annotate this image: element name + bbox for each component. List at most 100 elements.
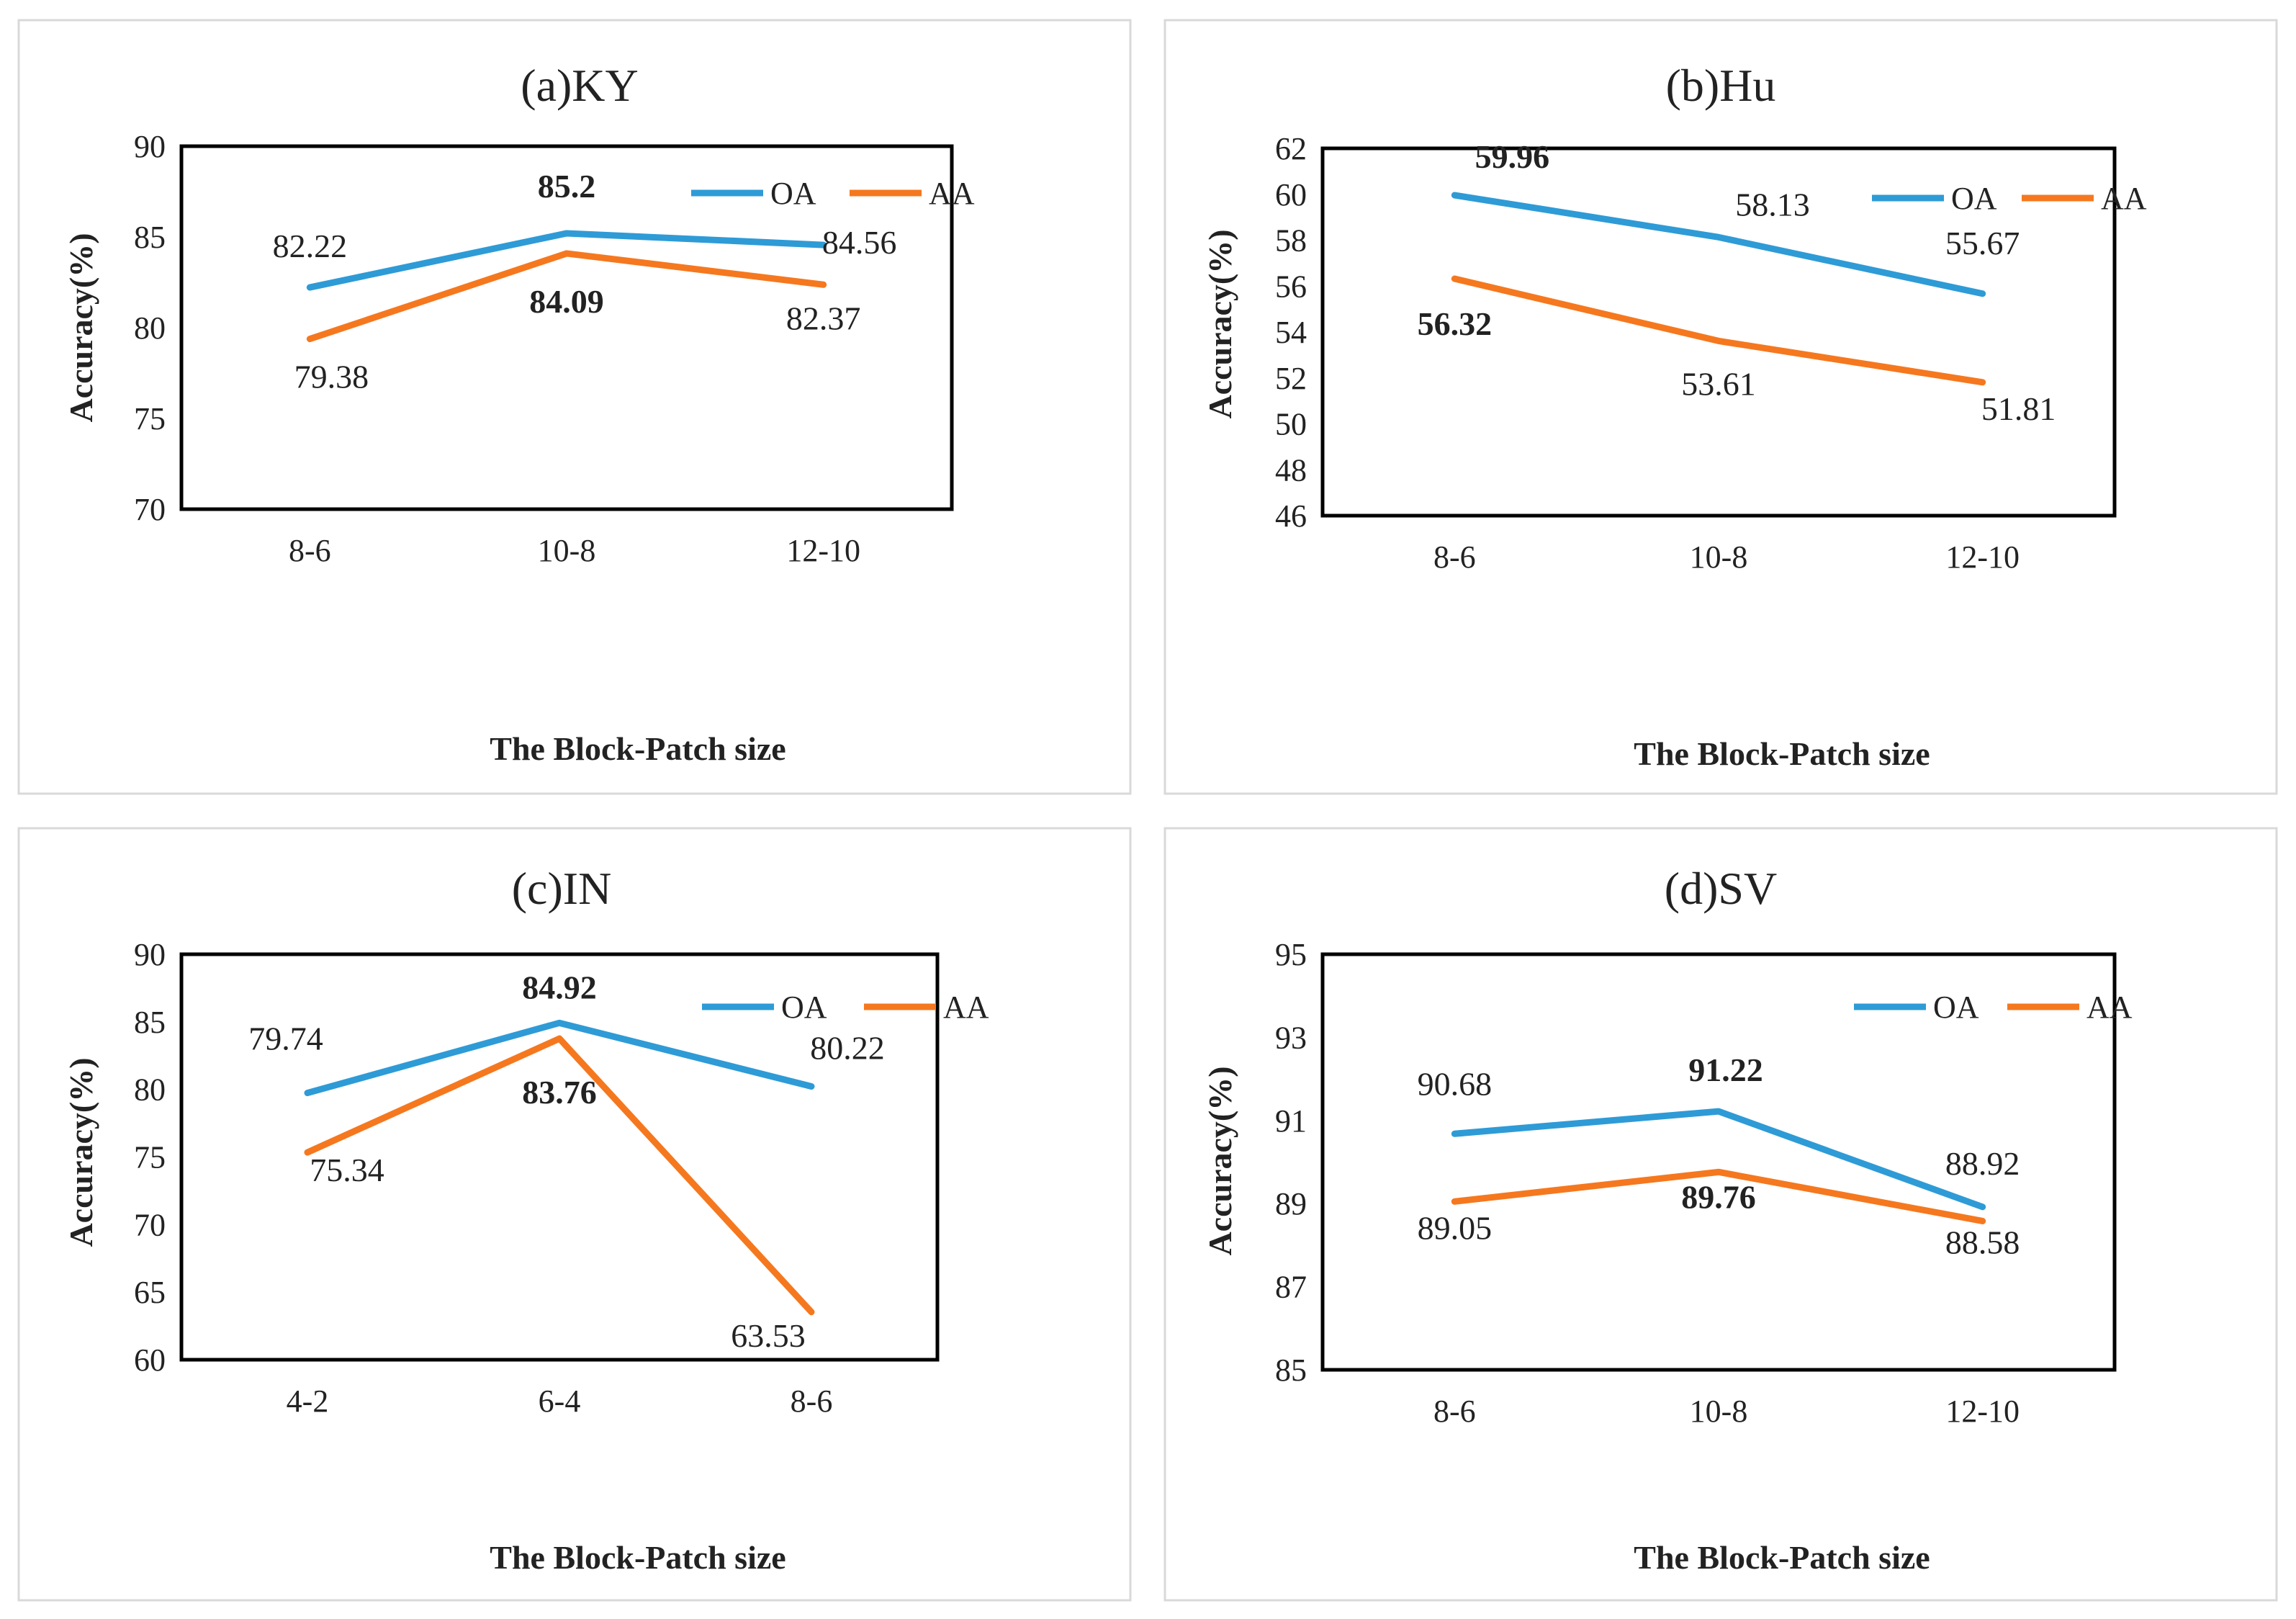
y-tick-label: 75 xyxy=(134,1140,166,1175)
series-layer: 79.74 84.92 80.22 75.34 83.76 63.53 xyxy=(248,969,885,1353)
plot-area xyxy=(1320,146,2117,518)
y-tick-label: 80 xyxy=(134,1072,166,1108)
plot-area xyxy=(179,144,954,511)
y-tick-label: 60 xyxy=(1275,177,1307,212)
y-tick-label: 50 xyxy=(1275,407,1307,442)
legend-label-aa: AA xyxy=(929,176,975,211)
series-line-aa xyxy=(306,250,827,343)
chart-title: (d)SV xyxy=(1665,863,1777,914)
legend-label-oa: OA xyxy=(1933,990,1979,1025)
x-tick-label: 12-10 xyxy=(1945,539,2020,575)
y-tick-label: 54 xyxy=(1275,315,1307,350)
x-axis-ticks: 4-2 6-4 8-6 xyxy=(287,1383,833,1419)
series-line-oa xyxy=(304,1019,815,1097)
y-axis-ticks: 60 65 70 75 80 85 90 xyxy=(134,937,166,1378)
y-tick-label: 56 xyxy=(1275,269,1307,304)
data-label-oa: 88.92 xyxy=(1945,1145,2020,1182)
series-line-oa xyxy=(1451,1108,1986,1211)
x-axis-title: The Block-Patch size xyxy=(490,730,785,767)
legend-label-oa: OA xyxy=(781,990,827,1025)
y-tick-label: 62 xyxy=(1275,131,1307,166)
legend: OA AA xyxy=(691,176,975,211)
legend-label-oa: OA xyxy=(1951,181,1997,216)
chart-title: (a)KY xyxy=(521,60,638,111)
x-axis-ticks: 8-6 10-8 12-10 xyxy=(1433,539,2020,575)
y-tick-label: 85 xyxy=(134,220,166,255)
y-tick-label: 75 xyxy=(134,401,166,436)
x-tick-label: 8-6 xyxy=(1433,1394,1476,1429)
legend: OA AA xyxy=(1872,181,2147,216)
y-axis-title: Accuracy(%) xyxy=(1202,1066,1238,1255)
data-label-aa: 51.81 xyxy=(1981,390,2056,427)
chart-title: (b)Hu xyxy=(1666,60,1776,111)
data-label-oa: 84.92 xyxy=(522,969,597,1005)
x-axis-ticks: 8-6 10-8 12-10 xyxy=(289,533,860,568)
data-label-oa: 84.56 xyxy=(822,224,897,261)
panel-border xyxy=(1163,827,2278,1602)
chart-panel-d: (d)SV The Block-Patch size Accuracy(%) 8… xyxy=(1163,827,2278,1602)
data-label-aa: 84.09 xyxy=(529,283,604,320)
data-label-oa: 59.96 xyxy=(1475,138,1550,175)
y-tick-label: 95 xyxy=(1275,937,1307,972)
data-label-aa: 83.76 xyxy=(522,1074,597,1111)
y-tick-label: 90 xyxy=(134,937,166,972)
y-tick-label: 65 xyxy=(134,1275,166,1310)
legend: OA AA xyxy=(1854,990,2133,1025)
data-label-aa: 88.58 xyxy=(1945,1224,2020,1260)
x-tick-label: 4-2 xyxy=(287,1383,329,1419)
legend-label-aa: AA xyxy=(2086,990,2133,1025)
y-tick-label: 87 xyxy=(1275,1270,1307,1305)
data-label-oa: 90.68 xyxy=(1418,1065,1493,1102)
x-tick-label: 8-6 xyxy=(1433,539,1476,575)
y-tick-label: 70 xyxy=(134,1207,166,1242)
data-label-oa: 85.2 xyxy=(538,168,596,205)
x-tick-label: 12-10 xyxy=(786,533,860,568)
y-tick-label: 46 xyxy=(1275,498,1307,534)
data-label-oa: 80.22 xyxy=(810,1030,885,1067)
y-tick-label: 52 xyxy=(1275,361,1307,396)
y-axis-title: Accuracy(%) xyxy=(1202,229,1238,418)
y-tick-label: 85 xyxy=(1275,1353,1307,1388)
x-axis-title: The Block-Patch size xyxy=(490,1539,785,1576)
series-line-oa xyxy=(306,230,827,291)
legend: OA AA xyxy=(702,990,989,1025)
x-tick-label: 6-4 xyxy=(539,1383,581,1419)
x-tick-label: 10-8 xyxy=(1690,1394,1748,1429)
y-tick-label: 60 xyxy=(134,1342,166,1378)
x-tick-label: 8-6 xyxy=(289,533,331,568)
y-tick-label: 80 xyxy=(134,310,166,346)
y-axis-ticks: 70 75 80 85 90 xyxy=(134,129,166,527)
y-tick-label: 89 xyxy=(1275,1186,1307,1221)
panel-border xyxy=(17,827,1132,1602)
legend-label-aa: AA xyxy=(943,990,989,1025)
data-label-oa: 55.67 xyxy=(1945,225,2020,261)
x-axis-title: The Block-Patch size xyxy=(1634,735,1930,772)
y-tick-label: 58 xyxy=(1275,223,1307,259)
panel-border xyxy=(1163,19,2278,795)
y-tick-label: 91 xyxy=(1275,1103,1307,1139)
series-line-aa xyxy=(1451,275,1986,386)
x-axis-ticks: 8-6 10-8 12-10 xyxy=(1433,1394,2020,1429)
x-axis-title: The Block-Patch size xyxy=(1634,1539,1930,1576)
series-line-oa xyxy=(1451,192,1986,297)
y-tick-label: 70 xyxy=(134,492,166,527)
x-tick-label: 10-8 xyxy=(1690,539,1748,575)
y-axis-ticks: 85 87 89 91 93 95 xyxy=(1275,937,1307,1388)
series-line-aa xyxy=(304,1035,815,1316)
chart-panel-c: (c)IN The Block-Patch size Accuracy(%) 6… xyxy=(17,827,1132,1602)
series-layer: 59.96 58.13 55.67 56.32 53.61 51.81 xyxy=(1418,138,2056,427)
data-label-aa: 82.37 xyxy=(786,300,861,336)
data-label-aa: 79.38 xyxy=(294,359,369,395)
data-label-oa: 82.22 xyxy=(273,228,348,264)
data-label-aa: 53.61 xyxy=(1681,365,1756,402)
series-layer: 90.68 91.22 88.92 89.05 89.76 88.58 xyxy=(1418,1051,2020,1260)
data-label-oa: 91.22 xyxy=(1688,1051,1763,1088)
data-label-aa: 89.05 xyxy=(1418,1209,1493,1246)
data-label-oa: 58.13 xyxy=(1735,186,1810,223)
y-tick-label: 85 xyxy=(134,1005,166,1040)
series-line-aa xyxy=(1451,1168,1986,1224)
y-tick-label: 90 xyxy=(134,129,166,164)
legend-label-oa: OA xyxy=(770,176,816,211)
y-tick-label: 93 xyxy=(1275,1020,1307,1055)
